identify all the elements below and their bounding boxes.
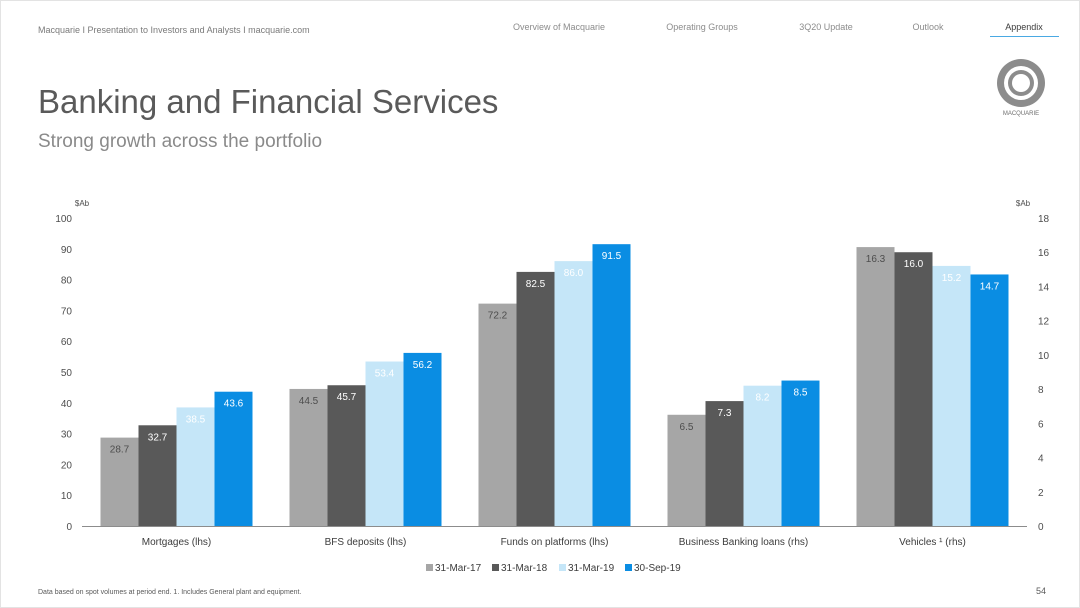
bar bbox=[970, 274, 1009, 526]
data-label: 28.7 bbox=[110, 445, 130, 456]
bar bbox=[932, 265, 971, 526]
right-tick-label: 4 bbox=[1038, 454, 1044, 465]
bar bbox=[856, 247, 895, 527]
bar bbox=[592, 244, 631, 526]
bar bbox=[138, 425, 177, 526]
right-tick-label: 8 bbox=[1038, 385, 1044, 396]
bar bbox=[478, 303, 517, 526]
left-tick-label: 70 bbox=[61, 306, 73, 317]
page-title: Banking and Financial Services bbox=[38, 83, 499, 120]
bar bbox=[289, 388, 328, 526]
right-tick-label: 16 bbox=[1038, 248, 1050, 259]
data-label: 32.7 bbox=[148, 432, 168, 443]
data-label: 7.3 bbox=[718, 408, 732, 419]
legend-swatch bbox=[625, 564, 632, 571]
bar bbox=[327, 385, 366, 526]
bar bbox=[403, 352, 442, 526]
legend-swatch bbox=[559, 564, 566, 571]
footnote: Data based on spot volumes at period end… bbox=[38, 589, 302, 596]
left-tick-label: 0 bbox=[66, 522, 72, 533]
nav-appendix[interactable]: Appendix bbox=[1005, 22, 1043, 32]
data-label: 15.2 bbox=[942, 273, 962, 284]
left-tick-label: 50 bbox=[61, 368, 73, 379]
left-tick-label: 30 bbox=[61, 430, 73, 441]
nav-3q20-update[interactable]: 3Q20 Update bbox=[799, 22, 853, 32]
data-label: 8.2 bbox=[756, 393, 770, 404]
right-tick-label: 10 bbox=[1038, 351, 1050, 362]
bar bbox=[743, 385, 782, 526]
legend-swatch bbox=[426, 564, 433, 571]
data-label: 45.7 bbox=[337, 392, 357, 403]
data-label: 44.5 bbox=[299, 396, 319, 407]
legend-label: 31-Mar-17 bbox=[435, 563, 482, 574]
bar bbox=[894, 252, 933, 526]
legend-label: 31-Mar-18 bbox=[501, 563, 548, 574]
data-label: 8.5 bbox=[794, 388, 808, 399]
left-tick-label: 10 bbox=[61, 491, 73, 502]
data-label: 86.0 bbox=[564, 268, 584, 279]
data-label: 56.2 bbox=[413, 360, 433, 371]
nav-operating-groups[interactable]: Operating Groups bbox=[666, 22, 738, 32]
right-tick-label: 0 bbox=[1038, 522, 1044, 533]
right-tick-label: 18 bbox=[1038, 214, 1050, 225]
left-tick-label: 60 bbox=[61, 337, 73, 348]
data-label: 91.5 bbox=[602, 251, 622, 262]
page-subtitle: Strong growth across the portfolio bbox=[38, 131, 323, 152]
bar bbox=[176, 407, 215, 526]
nav-active-underline bbox=[990, 36, 1059, 37]
right-tick-label: 14 bbox=[1038, 282, 1050, 293]
category-label: Vehicles ¹ (rhs) bbox=[899, 537, 966, 548]
right-tick-label: 6 bbox=[1038, 419, 1044, 430]
data-label: 16.3 bbox=[866, 254, 886, 265]
data-label: 72.2 bbox=[488, 311, 508, 322]
left-tick-label: 100 bbox=[55, 214, 72, 225]
category-label: Mortgages (lhs) bbox=[142, 537, 211, 548]
bar bbox=[365, 361, 404, 526]
category-label: Business Banking loans (rhs) bbox=[679, 537, 809, 548]
data-label: 14.7 bbox=[980, 281, 1000, 292]
category-label: BFS deposits (lhs) bbox=[325, 537, 407, 548]
top-nav: Overview of Macquarie Operating Groups 3… bbox=[0, 22, 1080, 42]
legend-swatch bbox=[492, 564, 499, 571]
data-label: 38.5 bbox=[186, 414, 206, 425]
legend-label: 31-Mar-19 bbox=[568, 563, 615, 574]
data-label: 6.5 bbox=[680, 422, 694, 433]
left-tick-label: 40 bbox=[61, 399, 73, 410]
logo-text: MACQUARIE bbox=[1003, 111, 1039, 117]
left-tick-label: 20 bbox=[61, 460, 73, 471]
right-axis-label: $Ab bbox=[1016, 199, 1031, 208]
nav-overview[interactable]: Overview of Macquarie bbox=[512, 22, 606, 32]
bar bbox=[516, 271, 555, 526]
bar bbox=[554, 261, 593, 526]
legend-label: 30-Sep-19 bbox=[634, 563, 681, 574]
nav-outlook[interactable]: Outlook bbox=[912, 22, 944, 32]
bar bbox=[214, 391, 253, 526]
page-number: 54 bbox=[1036, 586, 1047, 596]
bar bbox=[667, 414, 706, 526]
right-tick-label: 12 bbox=[1038, 317, 1050, 328]
bar bbox=[705, 401, 744, 526]
breadcrumb: Macquarie I Presentation to Investors an… bbox=[38, 25, 310, 35]
data-label: 82.5 bbox=[526, 279, 546, 290]
category-label: Funds on platforms (lhs) bbox=[501, 537, 609, 548]
left-tick-label: 80 bbox=[61, 276, 73, 287]
bar bbox=[781, 380, 820, 526]
left-axis-label: $Ab bbox=[75, 199, 90, 208]
data-label: 43.6 bbox=[224, 399, 244, 410]
right-tick-label: 2 bbox=[1038, 488, 1044, 499]
bar bbox=[100, 437, 139, 526]
data-label: 53.4 bbox=[375, 369, 395, 380]
left-tick-label: 90 bbox=[61, 245, 73, 256]
data-label: 16.0 bbox=[904, 259, 924, 270]
macquarie-logo: MACQUARIE bbox=[997, 59, 1045, 117]
